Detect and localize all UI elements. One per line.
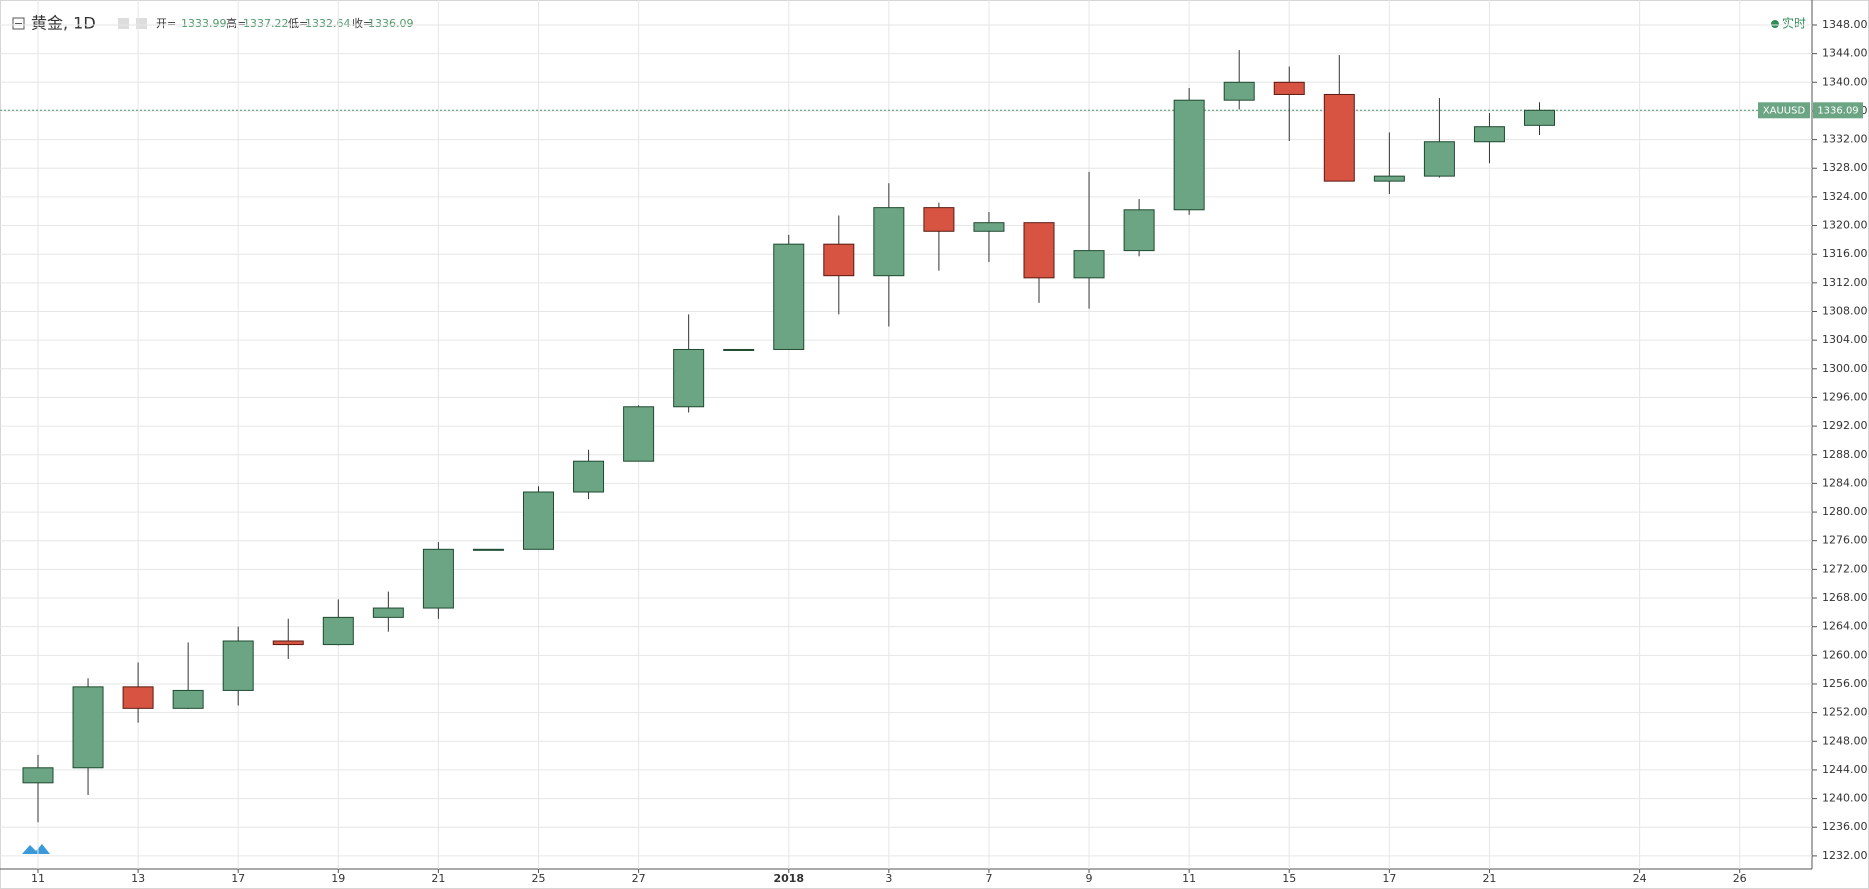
y-tick-label: 1340.00 xyxy=(1822,75,1868,88)
x-tick-label: 21 xyxy=(431,872,445,885)
y-tick-label: 1252.00 xyxy=(1822,706,1868,719)
candle-body xyxy=(823,243,855,277)
y-tick-label: 1324.00 xyxy=(1822,190,1868,203)
candle-body xyxy=(122,686,154,709)
y-tick-label: 1268.00 xyxy=(1822,591,1868,604)
candle-body xyxy=(673,348,705,408)
y-tick-label: 1256.00 xyxy=(1822,677,1868,690)
x-tick-label: 11 xyxy=(1182,872,1196,885)
x-tick-label: 15 xyxy=(1282,872,1296,885)
x-tick-label: 17 xyxy=(231,872,245,885)
y-tick-label: 1328.00 xyxy=(1822,161,1868,174)
x-tick-label: 13 xyxy=(131,872,145,885)
candle-body xyxy=(472,548,504,551)
candle-body xyxy=(222,640,254,691)
y-tick-label: 1260.00 xyxy=(1822,648,1868,661)
candle-body xyxy=(523,491,554,550)
legend-label: 低= xyxy=(288,17,308,30)
x-tick-label: 9 xyxy=(1086,872,1093,885)
y-tick-label: 1248.00 xyxy=(1822,734,1868,747)
x-tick-label: 17 xyxy=(1382,872,1396,885)
candle-body xyxy=(1173,99,1205,211)
y-tick-label: 1296.00 xyxy=(1822,390,1868,403)
candle-body xyxy=(1524,109,1555,126)
legend-value: 1336.09 xyxy=(368,17,414,30)
candle-body xyxy=(973,222,1005,232)
symbol-badge xyxy=(1758,102,1810,119)
candle-body xyxy=(72,686,104,769)
candle-body xyxy=(22,767,54,784)
candle-body xyxy=(1073,250,1105,279)
x-tick-label: 25 xyxy=(532,872,546,885)
x-tick-label: 27 xyxy=(632,872,646,885)
legend-label: 开= xyxy=(156,17,176,30)
candle-body xyxy=(923,207,955,232)
y-tick-label: 1316.00 xyxy=(1822,247,1868,260)
y-tick-label: 1244.00 xyxy=(1822,763,1868,776)
x-tick-label: 19 xyxy=(331,872,345,885)
candle-body xyxy=(1373,175,1405,182)
candle-body xyxy=(1323,93,1355,182)
x-tick-label: 2018 xyxy=(773,872,804,885)
price-label: 1336.09 xyxy=(1817,105,1858,116)
y-tick-label: 1344.00 xyxy=(1822,47,1868,60)
candle-body xyxy=(1223,81,1255,101)
candle-body xyxy=(422,548,454,609)
logo xyxy=(22,844,50,854)
legend-label: 高= xyxy=(226,16,246,30)
status-dot xyxy=(1771,20,1779,28)
x-tick-label: 7 xyxy=(985,872,992,885)
y-tick-label: 1272.00 xyxy=(1822,562,1868,575)
y-tick-label: 1276.00 xyxy=(1822,534,1868,547)
candle-body xyxy=(773,243,805,350)
candle-body xyxy=(1123,209,1155,252)
price-badge xyxy=(1813,102,1863,119)
y-tick-label: 1240.00 xyxy=(1822,792,1868,805)
y-tick-label: 1320.00 xyxy=(1822,219,1868,232)
candle-body xyxy=(172,689,204,709)
y-tick-label: 1236.00 xyxy=(1822,820,1868,833)
y-tick-label: 1284.00 xyxy=(1822,476,1868,489)
y-tick-label: 1304.00 xyxy=(1822,333,1868,346)
y-tick-label: 1264.00 xyxy=(1822,620,1868,633)
settings-button[interactable] xyxy=(136,18,147,29)
y-tick-label: 1300.00 xyxy=(1822,362,1868,375)
x-tick-label: 3 xyxy=(885,872,892,885)
candle-body xyxy=(1473,126,1505,143)
legend-value: 1337.22 xyxy=(243,17,289,30)
candle-body xyxy=(272,640,304,646)
candle-body xyxy=(1423,141,1455,177)
candle-body xyxy=(372,607,404,618)
y-tick-label: 1288.00 xyxy=(1822,448,1868,461)
y-tick-label: 1292.00 xyxy=(1822,419,1868,432)
symbol-label: XAUUSD xyxy=(1763,105,1806,116)
candle-body xyxy=(322,616,354,646)
y-tick-label: 1348.00 xyxy=(1822,18,1868,31)
legend-label: 收= xyxy=(352,16,372,30)
candle-body xyxy=(723,348,755,351)
chart-title: 黄金, 1D xyxy=(31,14,96,33)
x-tick-label: 21 xyxy=(1482,872,1496,885)
y-tick-label: 1280.00 xyxy=(1822,505,1868,518)
candle-body xyxy=(1023,222,1055,279)
y-tick-label: 1332.00 xyxy=(1822,133,1868,146)
y-tick-label: 1232.00 xyxy=(1822,849,1868,862)
legend-value: 1332.64 xyxy=(305,17,351,30)
y-tick-label: 1312.00 xyxy=(1822,276,1868,289)
candle-body xyxy=(1273,81,1305,95)
legend-value: 1333.99 xyxy=(181,17,227,30)
y-tick-label: 1308.00 xyxy=(1822,305,1868,318)
x-tick-label: 11 xyxy=(31,872,45,885)
x-tick-label: 26 xyxy=(1733,872,1747,885)
collapse-button[interactable] xyxy=(12,17,25,30)
status-label: 实时 xyxy=(1782,16,1806,31)
settings-button[interactable] xyxy=(118,18,129,29)
x-tick-label: 24 xyxy=(1633,872,1647,885)
candle-body xyxy=(573,460,605,493)
candle-body xyxy=(623,406,655,462)
candle-body xyxy=(873,207,905,277)
